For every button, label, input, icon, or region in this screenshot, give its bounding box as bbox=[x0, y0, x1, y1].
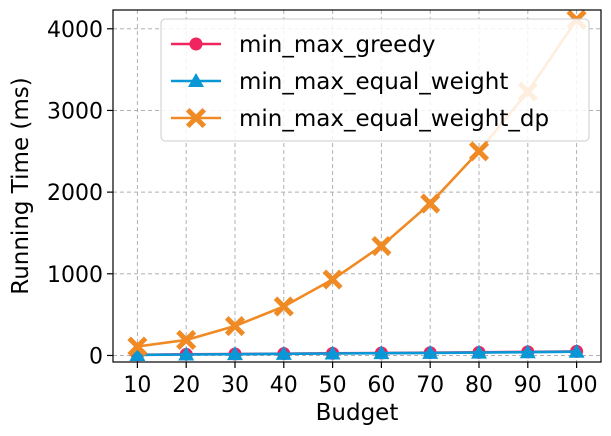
x-tick-label: 30 bbox=[221, 373, 249, 398]
legend-label: min_max_equal_weight bbox=[239, 69, 508, 95]
x-tick-label: 40 bbox=[270, 373, 298, 398]
data-point-x bbox=[371, 235, 392, 257]
x-tick-label: 60 bbox=[367, 373, 395, 398]
x-axis-label: Budget bbox=[316, 400, 399, 426]
data-point-x-stroke bbox=[224, 316, 246, 337]
data-point-x-stroke bbox=[322, 269, 343, 290]
x-tick-label: 50 bbox=[319, 373, 347, 398]
data-point-x bbox=[420, 193, 441, 214]
data-point-triangle bbox=[188, 73, 204, 87]
data-point-triangle bbox=[519, 344, 536, 359]
data-point-triangle bbox=[422, 344, 439, 359]
data-point-triangle bbox=[227, 346, 243, 361]
y-tick-label: 4000 bbox=[47, 18, 103, 43]
data-point-x-stroke bbox=[185, 107, 207, 129]
data-point-x-stroke bbox=[371, 235, 392, 257]
legend-box bbox=[160, 18, 590, 142]
data-point-x bbox=[224, 316, 246, 337]
y-tick-label: 1000 bbox=[47, 263, 103, 288]
data-point-x bbox=[322, 269, 343, 290]
data-point-x bbox=[127, 336, 148, 357]
x-tick-label: 70 bbox=[416, 373, 444, 398]
data-point-triangle bbox=[568, 343, 585, 358]
data-point-x bbox=[185, 107, 207, 129]
legend-entry-1: min_max_greedy bbox=[171, 32, 436, 58]
plot-frame bbox=[112, 9, 602, 363]
data-point-x bbox=[176, 329, 197, 350]
legend-entry-2: min_max_equal_weight bbox=[171, 69, 508, 95]
legend-label: min_max_greedy bbox=[239, 32, 436, 58]
data-point-x-stroke bbox=[176, 329, 197, 350]
data-point-triangle bbox=[324, 345, 341, 360]
data-point-triangle bbox=[178, 346, 195, 361]
y-tick-label: 0 bbox=[89, 344, 103, 369]
data-point-triangle bbox=[129, 346, 146, 361]
y-tick-label: 2000 bbox=[47, 181, 103, 206]
data-point-triangle bbox=[373, 345, 390, 360]
data-point-x-stroke bbox=[127, 336, 148, 357]
data-point-x-stroke bbox=[273, 296, 294, 317]
data-point-x bbox=[273, 296, 294, 317]
data-point-x bbox=[468, 141, 490, 162]
data-point-circle bbox=[189, 37, 203, 51]
series-2 bbox=[129, 343, 585, 361]
x-tick-label: 10 bbox=[123, 373, 151, 398]
legend-entry-3: min_max_equal_weight_dp bbox=[171, 106, 549, 132]
x-tick-label: 100 bbox=[556, 373, 598, 398]
x-tick-label: 80 bbox=[465, 373, 493, 398]
y-tick-label: 3000 bbox=[47, 99, 103, 124]
x-tick-label: 20 bbox=[172, 373, 200, 398]
data-point-triangle bbox=[275, 345, 292, 360]
legend: min_max_greedy min_max_equal_weight min_ma… bbox=[160, 18, 590, 142]
x-tick-label: 90 bbox=[514, 373, 542, 398]
legend-label: min_max_equal_weight_dp bbox=[239, 106, 549, 132]
data-point-x-stroke bbox=[468, 141, 490, 162]
data-point-x-stroke bbox=[420, 193, 441, 214]
y-axis-label: Running Time (ms) bbox=[8, 77, 34, 295]
data-point-triangle bbox=[471, 344, 487, 359]
series-line bbox=[137, 350, 577, 357]
